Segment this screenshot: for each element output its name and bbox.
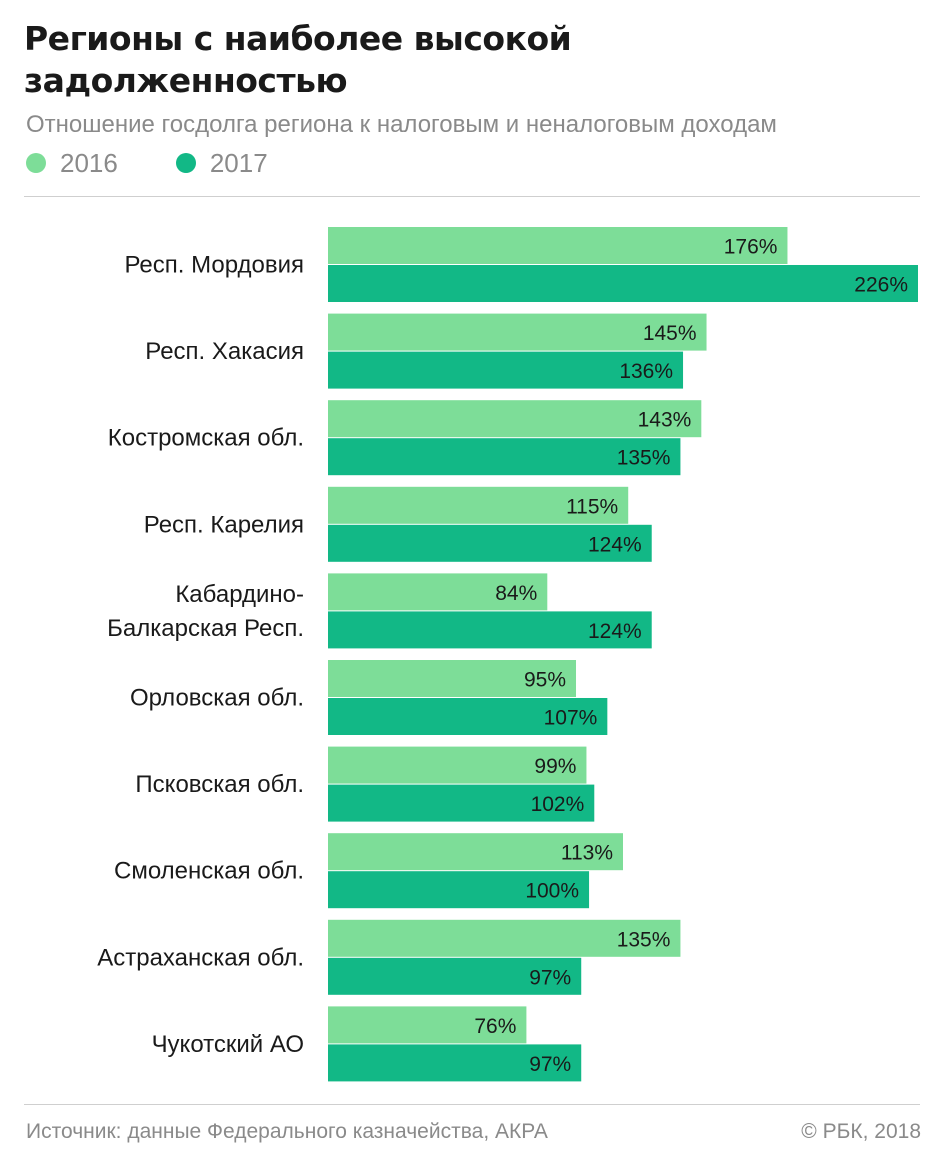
legend-swatch-2016	[26, 153, 46, 173]
legend: 2016 2017	[26, 146, 326, 180]
bar-2016-cat-0	[328, 227, 788, 264]
bar-2016-cat-9	[328, 1006, 527, 1044]
bar-2016-cat-4	[328, 573, 548, 611]
legend-swatch-2017	[175, 153, 196, 173]
value-label-2017-cat-6: 102%	[531, 793, 585, 816]
value-label-2017-cat-3: 124%	[588, 533, 642, 556]
value-label-2017-cat-8: 97%	[529, 966, 571, 989]
bar-2017-cat-4	[328, 611, 652, 649]
bottom-divider	[24, 1104, 920, 1105]
top-divider	[24, 196, 920, 197]
value-label-2016-cat-1: 145%	[643, 322, 697, 345]
bar-2016-cat-8	[328, 919, 681, 957]
value-label-2016-cat-4: 84%	[495, 582, 537, 605]
bar-2017-cat-5	[328, 698, 608, 735]
bar-2016-cat-3	[328, 486, 629, 524]
copyright-note: © РБК, 2018	[801, 1120, 921, 1143]
bar-2016-cat-5	[328, 660, 577, 697]
category-label-cat-1: Респ. Хакасия	[145, 338, 304, 365]
legend-label-2017: 2017	[209, 147, 268, 178]
value-label-2016-cat-0: 176%	[724, 236, 778, 259]
legend-item-2016: 2016	[26, 148, 118, 179]
category-label-cat-8: Астраханская обл.	[97, 944, 304, 971]
bar-2016-cat-6	[328, 746, 587, 784]
bar-2017-cat-8	[328, 957, 582, 995]
value-label-2017-cat-0: 226%	[854, 274, 908, 297]
bar-2016-cat-2	[328, 400, 702, 438]
category-label-cat-9: Чукотский АО	[152, 1031, 304, 1058]
value-label-2017-cat-4: 124%	[588, 620, 642, 643]
value-label-2017-cat-7: 100%	[525, 880, 579, 903]
category-label-cat-6: Псковская обл.	[135, 771, 304, 798]
value-label-2016-cat-3: 115%	[566, 495, 618, 518]
category-label-cat-3: Респ. Карелия	[144, 511, 304, 538]
bar-2017-cat-7	[328, 871, 590, 909]
category-label-cat-7: Смоленская обл.	[114, 858, 304, 885]
value-label-2016-cat-5: 95%	[524, 669, 566, 692]
value-label-2016-cat-9: 76%	[474, 1015, 516, 1038]
bar-2017-cat-2	[328, 438, 681, 476]
bar-2016-cat-1	[328, 313, 707, 351]
bar-2017-cat-0	[328, 265, 918, 302]
value-label-2016-cat-2: 143%	[638, 409, 692, 432]
category-label-cat-4: Кабардино-Балкарская Респ.	[107, 581, 304, 642]
bar-2017-cat-1	[328, 351, 684, 389]
bar-2017-cat-9	[328, 1044, 582, 1082]
legend-item-2017: 2017	[175, 147, 268, 179]
chart-title: Регионы с наиболее высокой задолженность…	[24, 19, 572, 100]
chart-subtitle: Отношение госдолга региона к налоговым и…	[26, 111, 777, 138]
bar-2016-cat-7	[328, 833, 623, 871]
category-label-cat-5: Орловская обл.	[130, 685, 304, 712]
value-label-2017-cat-9: 97%	[529, 1053, 571, 1076]
value-label-2016-cat-6: 99%	[534, 755, 576, 778]
legend-label-2016: 2016	[60, 147, 118, 178]
bar-2017-cat-3	[328, 524, 652, 562]
value-label-2016-cat-7: 113%	[561, 842, 613, 865]
category-label-cat-0: Респ. Мордовия	[124, 252, 304, 279]
category-label-cat-2: Костромская обл.	[108, 425, 304, 452]
source-note: Источник: данные Федерального казначейст…	[26, 1120, 548, 1143]
value-label-2017-cat-5: 107%	[544, 707, 598, 730]
bar-2017-cat-6	[328, 784, 595, 822]
value-label-2017-cat-1: 136%	[619, 360, 673, 383]
value-label-2017-cat-2: 135%	[617, 447, 671, 470]
value-label-2016-cat-8: 135%	[617, 928, 671, 951]
